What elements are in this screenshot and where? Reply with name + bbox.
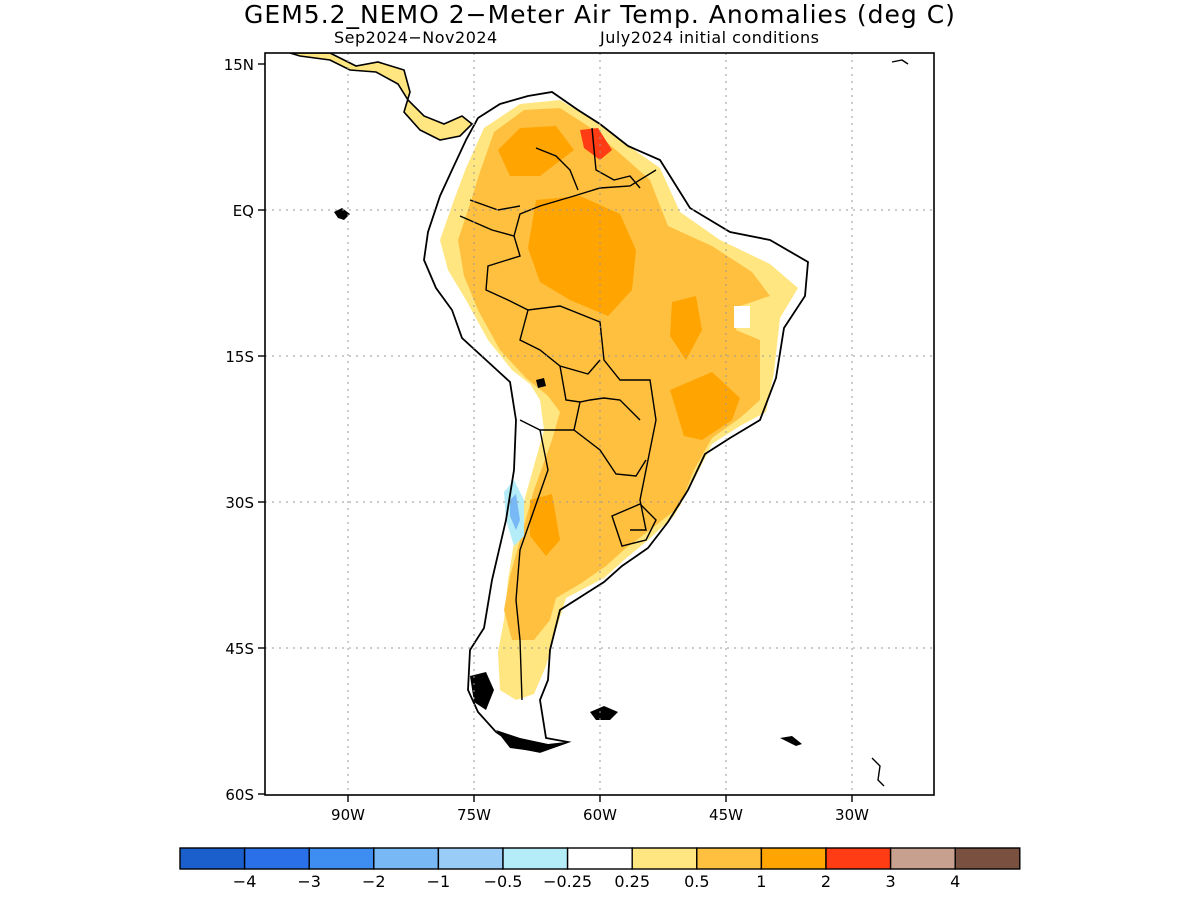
colorbar: −4 −3 −2 −1 −0.5 −0.25 0.25 0.5 1 2 3 4	[179, 847, 1021, 891]
chile-fjords	[470, 672, 494, 710]
colorbar-swatch	[373, 847, 440, 870]
colorbar-label: −4	[233, 872, 257, 891]
anomaly-area-2-3-amazon	[528, 196, 636, 316]
map-content	[265, 53, 934, 795]
tierra-del-fuego	[496, 730, 566, 752]
caribbean-island	[891, 59, 909, 65]
colorbar-label: −3	[297, 872, 321, 891]
white-patch	[734, 306, 750, 328]
south-america-coastline	[423, 91, 809, 753]
colorbar-label: 0.25	[614, 872, 650, 891]
colorbar-swatch	[954, 847, 1021, 870]
colorbar-label: −0.25	[543, 872, 592, 891]
colorbar-swatch	[889, 847, 956, 870]
lake-titicaca	[536, 378, 546, 388]
anomaly-area-2-3-center	[670, 372, 740, 440]
colorbar-swatch	[566, 847, 633, 870]
map-title: GEM5.2_NEMO 2−Meter Air Temp. Anomalies …	[244, 0, 956, 29]
colorbar-swatch	[437, 847, 504, 870]
colorbar-swatch	[502, 847, 569, 870]
anomaly-area-neg-1	[510, 494, 520, 530]
lon-label-75w: 75W	[457, 806, 491, 824]
colorbar-swatch	[696, 847, 763, 870]
lat-label-30s: 30S	[225, 494, 254, 512]
lon-label-90w: 90W	[331, 806, 365, 824]
lon-label-45w: 45W	[709, 806, 743, 824]
colorbar-swatch	[243, 847, 310, 870]
graticule	[265, 53, 934, 795]
lat-label-45s: 45S	[225, 640, 254, 658]
colorbar-swatch	[760, 847, 827, 870]
lon-label-60w: 60W	[583, 806, 617, 824]
season-label: Sep2024−Nov2024	[334, 28, 498, 47]
tick-marks	[258, 63, 853, 802]
lat-label-60s: 60S	[225, 786, 254, 804]
colorbar-swatch	[308, 847, 375, 870]
south-georgia	[780, 736, 802, 746]
colorbar-label: 2	[821, 872, 831, 891]
lat-label-15s: 15S	[225, 348, 254, 366]
anomaly-area-2-3-southeast	[670, 296, 702, 360]
galapagos-islands	[334, 208, 350, 220]
colorbar-label: −0.5	[484, 872, 523, 891]
colorbar-label: 1	[756, 872, 766, 891]
lat-label-eq: EQ	[233, 202, 254, 220]
lat-label-15n: 15N	[224, 56, 254, 74]
falkland-islands	[590, 706, 618, 720]
colorbar-label: 0.5	[684, 872, 709, 891]
anomaly-area-3-4-guiana	[580, 128, 612, 160]
south-sandwich-islands	[871, 757, 885, 787]
colorbar-label: −2	[362, 872, 386, 891]
colorbar-label: 3	[886, 872, 896, 891]
central-america-land	[289, 53, 474, 141]
initial-conditions-label: July2024 initial conditions	[600, 28, 820, 47]
anomaly-area-2-3-argentina	[530, 494, 560, 556]
lon-label-30w: 30W	[835, 806, 869, 824]
colorbar-label: 4	[950, 872, 960, 891]
anomaly-area-2-3-north	[498, 126, 574, 176]
colorbar-label: −1	[427, 872, 451, 891]
colorbar-swatch	[825, 847, 892, 870]
colorbar-swatch	[631, 847, 698, 870]
colorbar-swatch	[179, 847, 246, 870]
